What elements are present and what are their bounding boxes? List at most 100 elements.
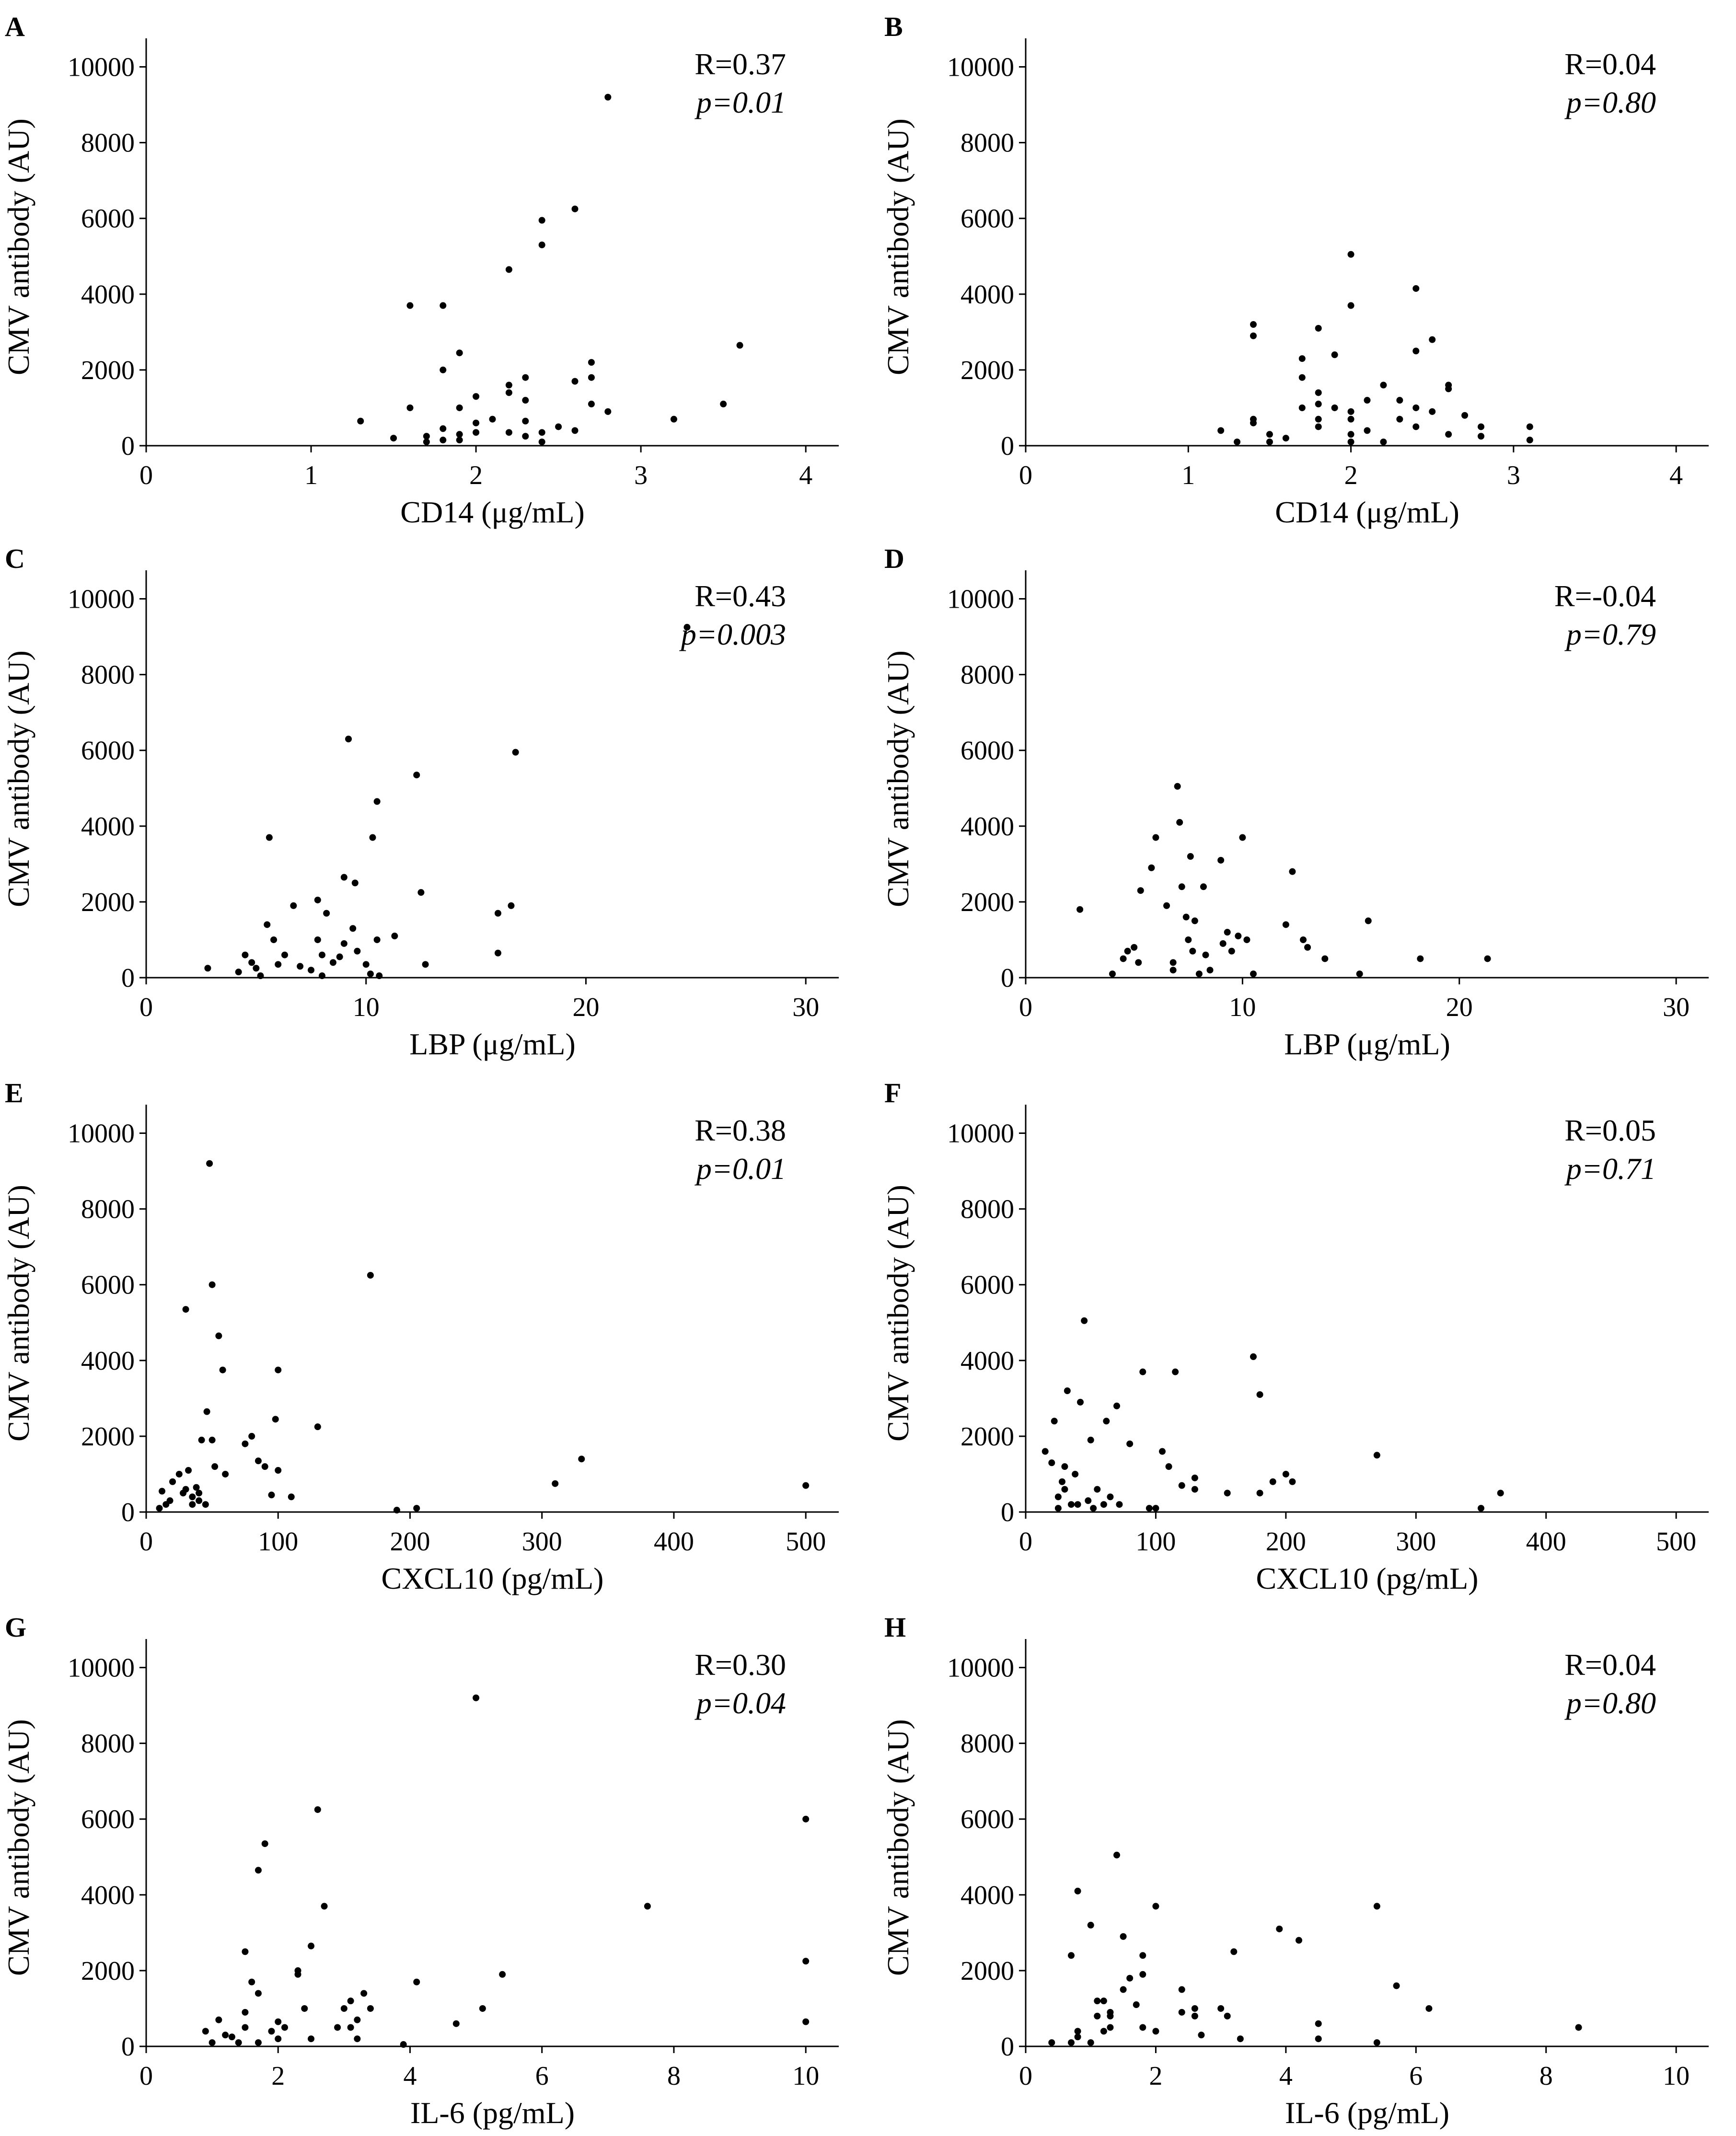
panel-letter: F	[884, 1077, 901, 1108]
x-tick-label: 8	[1539, 2061, 1553, 2091]
x-tick-label: 0	[139, 993, 153, 1022]
data-point	[340, 2005, 347, 2012]
data-point	[1077, 1398, 1084, 1406]
y-tick-label: 6000	[961, 1270, 1014, 1300]
data-point	[494, 910, 501, 917]
y-tick-label: 4000	[961, 1346, 1014, 1376]
data-point	[489, 416, 496, 423]
data-point	[159, 1488, 166, 1495]
correlation-r: R=0.04	[1564, 47, 1656, 81]
x-tick-label: 100	[258, 1527, 298, 1557]
data-point	[266, 834, 273, 841]
data-point	[376, 972, 383, 980]
data-point	[736, 342, 743, 349]
data-point	[261, 1463, 268, 1470]
y-tick-label: 10000	[68, 585, 135, 614]
data-point	[473, 393, 480, 400]
p-value: p=0.04	[694, 1686, 786, 1720]
data-point	[208, 1281, 216, 1288]
y-tick-label: 0	[121, 963, 135, 993]
data-point	[318, 951, 325, 958]
data-point	[204, 965, 211, 972]
data-point	[290, 902, 297, 909]
panel-d: D 0 2000 4000 6000 8000 10000 0 10 20 30 LBP (μg/mL…	[881, 543, 1709, 1061]
data-point	[1224, 929, 1231, 936]
data-point	[1250, 970, 1257, 978]
p-value: p=0.003	[679, 617, 786, 651]
data-point	[297, 963, 304, 970]
correlation-r: R=0.43	[694, 579, 786, 613]
x-tick-label: 200	[390, 1527, 430, 1557]
correlation-r: R=-0.04	[1554, 579, 1656, 613]
x-tick-label: 0	[1019, 993, 1032, 1022]
data-point	[1256, 1489, 1263, 1497]
panel-letter: D	[884, 543, 904, 574]
data-point	[1152, 2028, 1159, 2035]
data-point	[1461, 412, 1469, 419]
data-point	[354, 947, 361, 955]
data-point	[1239, 834, 1246, 841]
x-tick-label: 0	[1019, 461, 1032, 490]
data-point	[248, 959, 255, 966]
data-point	[413, 1978, 420, 1986]
data-point	[198, 1436, 205, 1443]
data-point	[1081, 1317, 1088, 1324]
x-tick-label: 0	[139, 1527, 153, 1557]
data-point	[1198, 2032, 1205, 2039]
data-point	[452, 2020, 460, 2027]
x-axis-title: LBP (μg/mL)	[409, 1027, 576, 1061]
data-point	[494, 949, 501, 957]
data-point	[1187, 853, 1194, 860]
data-point	[334, 2024, 341, 2031]
data-point	[175, 1470, 183, 1478]
y-tick-label: 8000	[81, 660, 135, 690]
x-tick-label: 400	[1526, 1527, 1566, 1557]
data-point	[588, 401, 595, 408]
data-point	[367, 970, 374, 978]
data-point	[268, 2028, 275, 2035]
y-tick-label: 0	[1001, 2032, 1014, 2062]
data-point	[202, 2028, 209, 2035]
data-point	[1347, 251, 1354, 258]
data-point	[219, 1366, 226, 1374]
y-tick-label: 4000	[81, 280, 135, 310]
y-tick-label: 6000	[81, 1270, 135, 1300]
data-point	[1116, 1501, 1123, 1508]
data-point	[1087, 2039, 1094, 2046]
data-point	[196, 1489, 203, 1497]
data-point	[1300, 936, 1307, 943]
data-point	[206, 1160, 213, 1167]
data-point	[1425, 2005, 1433, 2012]
y-tick-label: 10000	[68, 53, 135, 82]
x-tick-label: 1	[304, 461, 318, 490]
data-point	[1068, 1952, 1075, 1959]
y-tick-label: 2000	[81, 888, 135, 917]
data-point	[357, 417, 364, 425]
data-point	[1176, 819, 1183, 826]
data-point	[1347, 431, 1354, 438]
data-point	[588, 359, 595, 366]
data-point	[340, 874, 347, 881]
panel-e: E 0 2000 4000 6000 8000 10000 0 100 200 300 400 500 C…	[1, 1077, 839, 1595]
data-point	[253, 965, 260, 972]
data-point	[268, 1491, 275, 1499]
data-point	[1087, 1436, 1094, 1443]
panel-h: H 0 2000 4000 6000 8000 10000 0 2 4 6 8 10 IL-6 (pg/m…	[881, 1612, 1709, 2130]
data-point	[473, 1694, 480, 1701]
panel-a: A 0 2000 4000 6000 8000 10000 0 1 2 3 4 CD14 (μg/mL)…	[1, 11, 839, 529]
data-point	[802, 1815, 810, 1823]
y-tick-label: 8000	[81, 1195, 135, 1224]
data-point	[202, 1501, 209, 1508]
y-tick-label: 2000	[961, 1422, 1014, 1452]
data-point	[1298, 374, 1306, 381]
data-point	[473, 419, 480, 427]
data-point	[1100, 1997, 1107, 2005]
y-tick-label: 0	[1001, 431, 1014, 461]
data-point	[522, 417, 529, 425]
data-point	[1135, 959, 1142, 966]
correlation-r: R=0.04	[1564, 1648, 1656, 1682]
y-tick-label: 6000	[961, 1805, 1014, 1835]
data-point	[1174, 783, 1181, 790]
data-point	[264, 921, 271, 928]
data-point	[1224, 1489, 1231, 1497]
